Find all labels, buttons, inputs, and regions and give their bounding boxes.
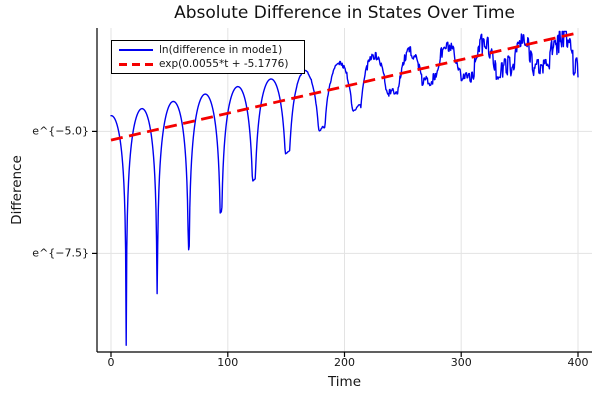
y-tick-label: e^{−5.0} xyxy=(32,124,89,138)
x-tick-label: 300 xyxy=(450,356,472,369)
legend-label-series1: ln(difference in mode1) xyxy=(159,44,283,56)
legend-label-series2: exp(0.0055*t + -5.1776) xyxy=(159,58,289,70)
legend-row-series2: exp(0.0055*t + -5.1776) xyxy=(119,57,300,71)
y-axis-label: Difference xyxy=(9,155,25,225)
x-tick-label: 200 xyxy=(334,356,355,369)
y-tick-label: e^{−7.5} xyxy=(32,246,89,260)
x-tick-label: 400 xyxy=(567,356,589,369)
legend: ln(difference in mode1) exp(0.0055*t + -… xyxy=(111,40,305,74)
x-tick-label: 100 xyxy=(217,356,239,369)
legend-line-blue-icon xyxy=(119,48,153,52)
legend-line-red-dashed-icon xyxy=(119,62,153,66)
x-axis-label: Time xyxy=(327,374,362,390)
legend-row-series1: ln(difference in mode1) xyxy=(119,43,300,57)
x-tick-label: 0 xyxy=(107,356,115,369)
chart-title: Absolute Difference in States Over Time xyxy=(174,3,515,23)
